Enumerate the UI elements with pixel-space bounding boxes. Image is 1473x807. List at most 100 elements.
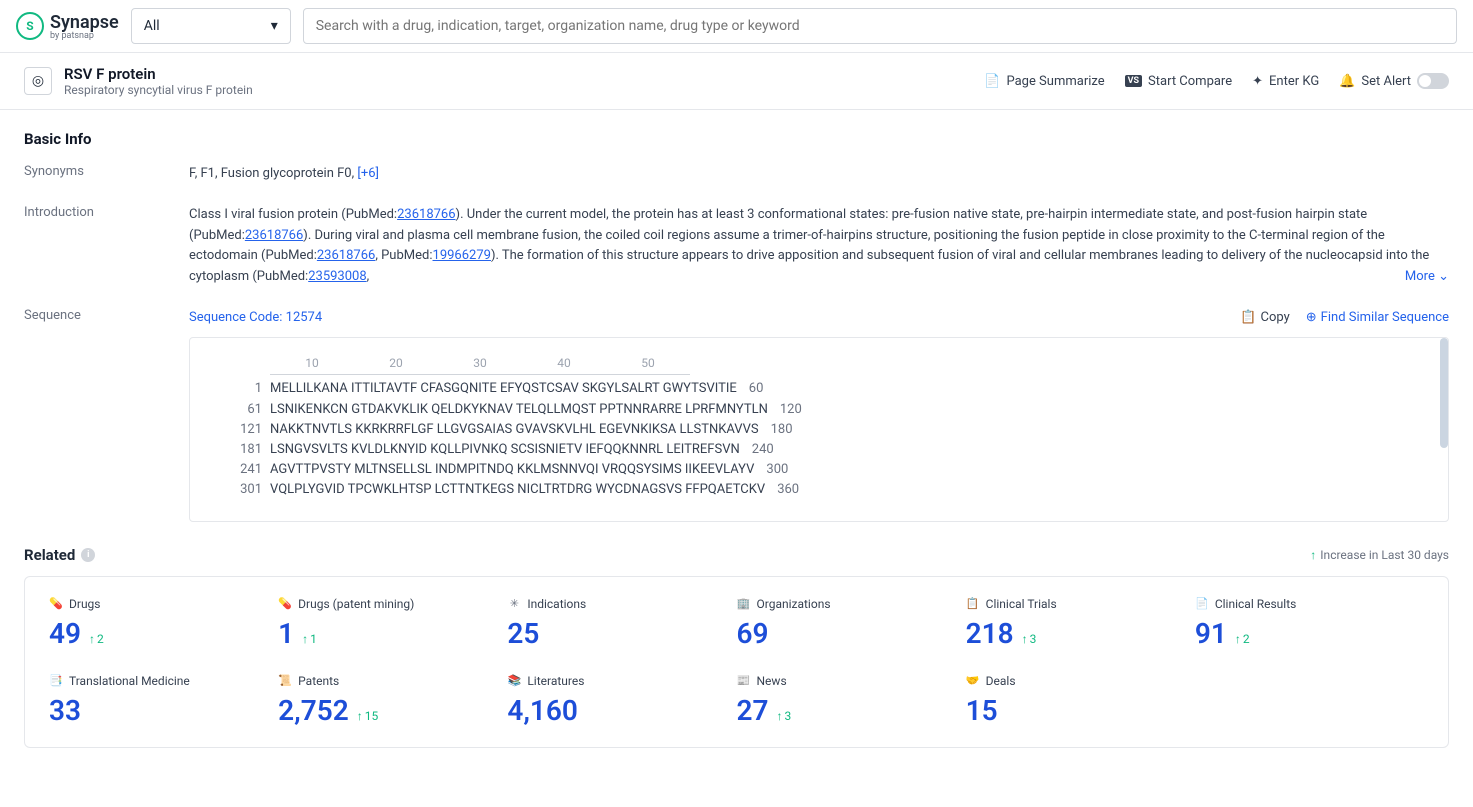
filter-dropdown[interactable]: All ▾ (131, 8, 291, 44)
sequence-line: 181LSNGVSVLTS KVLDLKNYID KQLLPIVNKQ SCSI… (222, 440, 1416, 460)
introduction-label: Introduction (24, 205, 189, 288)
related-title: Related i (24, 546, 95, 564)
set-alert-button[interactable]: 🔔 Set Alert (1339, 73, 1449, 89)
introduction-body: Class I viral fusion protein (PubMed:236… (189, 205, 1449, 288)
stat-label: News (757, 674, 787, 688)
info-icon[interactable]: i (81, 548, 95, 562)
sequence-line: 301VQLPLYGVID TPCWKLHTSP LCTTNTKEGS NICL… (222, 480, 1416, 500)
pubmed-link[interactable]: 23618766 (397, 207, 455, 222)
stat-label: Clinical Results (1215, 597, 1297, 611)
pubmed-link[interactable]: 23618766 (317, 248, 375, 263)
stat-icon: 📰 (737, 674, 751, 688)
stat-label: Literatures (527, 674, 584, 688)
stat-card[interactable]: ✳ Indications 25 (507, 597, 736, 650)
up-arrow-icon: ↑ (89, 632, 95, 646)
target-icon: ◎ (24, 67, 52, 95)
stat-card[interactable]: 📑 Translational Medicine 33 (49, 674, 278, 727)
stat-value: 69 (737, 617, 769, 650)
up-arrow-icon: ↑ (302, 632, 308, 646)
sequence-line: 1MELLILKANA ITTILTAVTF CFASGQNITE EFYQST… (222, 379, 1416, 399)
synonyms-label: Synonyms (24, 164, 189, 185)
topbar: S Synapse by patsnap All ▾ (0, 0, 1473, 53)
stat-card[interactable]: 📄Clinical Results91↑2 (1195, 597, 1424, 650)
logo[interactable]: S Synapse by patsnap (16, 12, 119, 41)
copy-icon: 📋 (1240, 308, 1256, 329)
stat-value: 218 (966, 617, 1014, 650)
sequence-box: 1020304050 1MELLILKANA ITTILTAVTF CFASGQ… (189, 337, 1449, 522)
start-compare-button[interactable]: VS Start Compare (1125, 74, 1233, 89)
stat-value: 25 (507, 617, 539, 650)
stat-label: Indications (527, 597, 586, 611)
stat-icon: 📚 (507, 674, 521, 688)
enter-kg-button[interactable]: ✦ Enter KG (1252, 74, 1319, 89)
summarize-icon: 📄 (984, 74, 1000, 89)
stat-value: 49 (49, 617, 81, 650)
pubmed-link[interactable]: 19966279 (433, 248, 491, 263)
subheader: ◎ RSV F protein Respiratory syncytial vi… (0, 53, 1473, 110)
chevron-down-icon: ⌄ (1438, 269, 1449, 284)
stat-icon: 🏢 (737, 597, 751, 611)
stat-card[interactable]: 💊Drugs (patent mining)1↑1 (278, 597, 507, 650)
stat-card[interactable]: 🤝 Deals 15 (966, 674, 1195, 727)
search-icon: ⊕ (1306, 308, 1317, 329)
stat-icon: 📋 (966, 597, 980, 611)
vs-icon: VS (1125, 75, 1142, 87)
stat-value: 2,752 (278, 694, 349, 727)
stat-card[interactable]: 📋Clinical Trials218↑3 (966, 597, 1195, 650)
search-input[interactable] (303, 8, 1457, 44)
sequence-line: 61LSNIKENKCN GTDAKVKLIK QELDKYKNAV TELQL… (222, 400, 1416, 420)
chevron-down-icon: ▾ (271, 18, 278, 34)
sequence-code-link[interactable]: Sequence Code: 12574 (189, 308, 322, 329)
more-link[interactable]: More ⌄ (1405, 267, 1449, 288)
stat-label: Patents (298, 674, 339, 688)
basic-info-title: Basic Info (24, 130, 1449, 148)
stat-card[interactable]: 📜Patents2,752↑15 (278, 674, 507, 727)
stat-icon: 📜 (278, 674, 292, 688)
stat-label: Translational Medicine (69, 674, 190, 688)
up-arrow-icon: ↑ (777, 709, 783, 723)
stat-icon: 📄 (1195, 597, 1209, 611)
stat-value: 33 (49, 694, 81, 727)
up-arrow-icon: ↑ (357, 709, 363, 723)
logo-text: Synapse (50, 12, 119, 33)
stat-value: 91 (1195, 617, 1227, 650)
stat-value: 15 (966, 694, 998, 727)
page-summarize-button[interactable]: 📄 Page Summarize (984, 74, 1104, 89)
kg-icon: ✦ (1252, 74, 1263, 89)
stat-card[interactable]: 🏢 Organizations 69 (737, 597, 966, 650)
stat-label: Drugs (69, 597, 101, 611)
up-arrow-icon: ↑ (1310, 548, 1316, 562)
stat-icon: ✳ (507, 597, 521, 611)
stat-label: Deals (986, 674, 1016, 688)
page-subtitle: Respiratory syncytial virus F protein (64, 83, 253, 97)
sequence-line: 241AGVTTPVSTY MLTNSELLSL INDMPITNDQ KKLM… (222, 460, 1416, 480)
logo-mark-icon: S (16, 12, 44, 40)
related-grid: 💊Drugs49↑2💊Drugs (patent mining)1↑1✳Indi… (24, 576, 1449, 748)
stat-card[interactable]: 📚 Literatures 4,160 (507, 674, 736, 727)
alert-toggle[interactable] (1417, 73, 1449, 89)
stat-value: 1 (278, 617, 294, 650)
copy-button[interactable]: 📋 Copy (1240, 308, 1289, 329)
increase-legend: ↑ Increase in Last 30 days (1310, 548, 1449, 562)
stat-value: 27 (737, 694, 769, 727)
filter-label: All (144, 18, 160, 34)
stat-card[interactable]: 💊Drugs49↑2 (49, 597, 278, 650)
stat-icon: 📑 (49, 674, 63, 688)
sequence-label: Sequence (24, 308, 189, 522)
scrollbar[interactable] (1440, 338, 1448, 448)
stat-icon: 💊 (278, 597, 292, 611)
sequence-line: 121NAKKTNVTLS KKRKRRFLGF LLGVGSAIAS GVAV… (222, 420, 1416, 440)
pubmed-link[interactable]: 23593008 (308, 269, 366, 284)
stat-label: Drugs (patent mining) (298, 597, 414, 611)
stat-label: Organizations (757, 597, 831, 611)
find-similar-button[interactable]: ⊕ Find Similar Sequence (1306, 308, 1449, 329)
synonyms-body: F, F1, Fusion glycoprotein F0, [+6] (189, 164, 1449, 185)
synonyms-more-link[interactable]: [+6] (357, 166, 379, 181)
up-arrow-icon: ↑ (1235, 632, 1241, 646)
stat-card[interactable]: 📰News27↑3 (737, 674, 966, 727)
stat-value: 4,160 (507, 694, 578, 727)
stat-icon: 🤝 (966, 674, 980, 688)
sequence-ruler: 1020304050 (270, 354, 690, 376)
stat-icon: 💊 (49, 597, 63, 611)
pubmed-link[interactable]: 23618766 (245, 228, 303, 243)
